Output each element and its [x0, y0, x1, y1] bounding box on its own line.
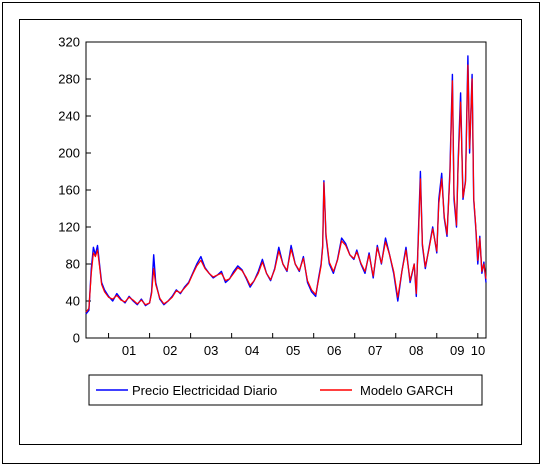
- x-tick-label: 01: [122, 343, 136, 358]
- outer-frame: [2, 2, 540, 464]
- legend-box: [88, 374, 483, 406]
- x-tick-label: 03: [204, 343, 218, 358]
- legend-label-series-2: Modelo GARCH: [360, 383, 453, 398]
- x-tick-label: 06: [327, 343, 341, 358]
- series-line-2: [85, 64, 487, 313]
- x-tick-label: 08: [409, 343, 423, 358]
- y-tick-label: 80: [66, 257, 80, 272]
- plot-area: [85, 41, 487, 339]
- x-tick-label: 07: [368, 343, 382, 358]
- y-axis: 0 40 80 120 160 200 240 280 320: [58, 35, 91, 346]
- legend-label-series-1: Precio Electricidad Diario: [132, 383, 277, 398]
- x-tick-label: 05: [286, 343, 300, 358]
- x-tick-label: 04: [245, 343, 259, 358]
- y-tick-label: 320: [58, 35, 80, 50]
- y-tick-label: 0: [73, 331, 80, 346]
- plot-border: [85, 41, 487, 339]
- chart-frame: [19, 19, 522, 445]
- x-axis: 01 02 03 04 05 06 07 08 09 10: [108, 333, 485, 358]
- series-line-1: [85, 55, 487, 315]
- series-layer: [85, 55, 487, 315]
- y-tick-label: 40: [66, 294, 80, 309]
- y-tick-label: 200: [58, 146, 80, 161]
- x-tick-label: 02: [163, 343, 177, 358]
- legend: Precio Electricidad Diario Modelo GARCH: [88, 374, 483, 406]
- y-tick-label: 160: [58, 183, 80, 198]
- y-tick-label: 240: [58, 109, 80, 124]
- y-tick-label: 120: [58, 220, 80, 235]
- x-tick-label: 10: [471, 343, 485, 358]
- x-tick-label: 09: [450, 343, 464, 358]
- y-tick-label: 280: [58, 72, 80, 87]
